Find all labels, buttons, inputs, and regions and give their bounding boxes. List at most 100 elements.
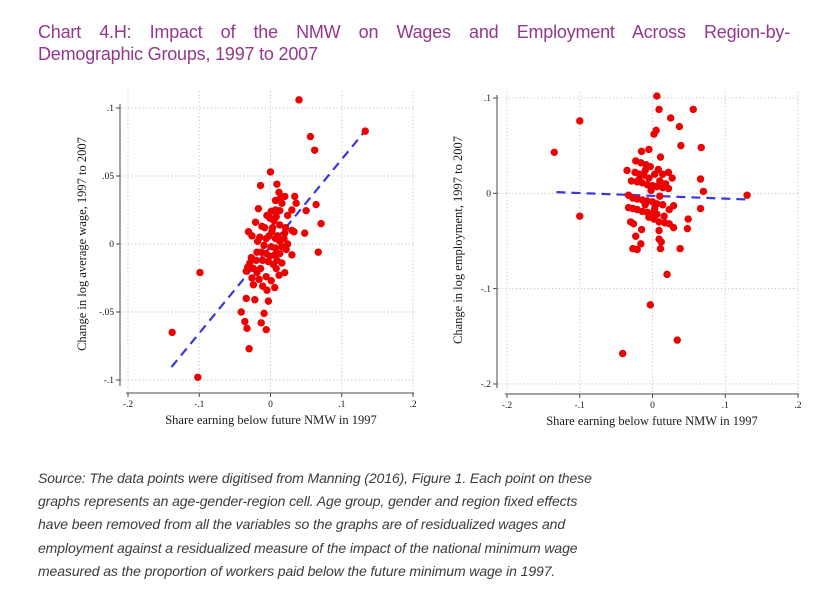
- scatter-point: [668, 174, 676, 182]
- scatter-point: [266, 252, 274, 260]
- scatter-point: [253, 237, 262, 245]
- y-tick-label: .1: [484, 94, 491, 104]
- scatter-point: [653, 182, 661, 191]
- scatter-point: [627, 177, 636, 185]
- scatter-point: [276, 249, 284, 258]
- scatter-point: [260, 241, 268, 250]
- scatter-point: [306, 132, 315, 141]
- scatter-point: [256, 181, 265, 190]
- scatter-point: [314, 248, 322, 256]
- scatter-point: [629, 220, 638, 228]
- scatter-point: [689, 105, 697, 114]
- scatter-point: [361, 127, 369, 135]
- y-axis-title: Change in log average wage, 1997 to 2007: [75, 137, 89, 351]
- scatter-point: [656, 153, 665, 161]
- scatter-point: [655, 105, 663, 114]
- source-note-line: have been removed from all the variables…: [38, 516, 566, 533]
- y-tick-label: -.1: [481, 285, 492, 295]
- scatter-point: [301, 229, 309, 237]
- scatter-point: [632, 232, 640, 240]
- chart-title-line2: Demographic Groups, 1997 to 2007: [38, 43, 318, 64]
- scatter-point: [650, 170, 659, 178]
- source-note-line: employment against a residualized measur…: [38, 539, 578, 556]
- scatter-point: [283, 211, 292, 220]
- scatter-point: [243, 324, 251, 333]
- scatter-point: [669, 223, 678, 232]
- scatter-point: [271, 244, 280, 252]
- scatter-point: [288, 251, 296, 259]
- source-note-line: measured as the proportion of workers pa…: [38, 562, 556, 579]
- x-tick-label: -.2: [502, 401, 513, 411]
- scatter-point: [280, 234, 288, 243]
- scatter-point: [650, 204, 659, 213]
- scatter-point: [699, 187, 708, 196]
- scatter-point: [194, 373, 202, 381]
- scatter-point: [196, 268, 204, 277]
- scatter-point: [258, 256, 267, 265]
- scatter-point: [260, 309, 268, 318]
- scatter-point: [295, 96, 303, 104]
- scatter-point: [248, 274, 256, 282]
- x-tick-label: .1: [338, 400, 345, 410]
- scatter-point: [302, 206, 310, 215]
- x-tick-label: .2: [409, 400, 416, 410]
- x-tick-label: 0: [650, 401, 655, 411]
- scatter-point: [261, 223, 269, 232]
- x-tick-label: -.1: [575, 401, 586, 411]
- scatter-point: [262, 325, 270, 334]
- source-note-line: graphs represents an age-gender-region c…: [38, 493, 578, 510]
- scatter-point: [550, 148, 558, 157]
- scatter-point: [647, 186, 655, 195]
- scatter-point: [281, 229, 289, 237]
- y-tick-label: -.2: [481, 380, 492, 390]
- scatter-point: [288, 206, 296, 214]
- scatter-plot-wages: .1 .05 0 -.05 -.1 -.2 -.1 0 .1 .2 Share earning be…: [75, 91, 417, 427]
- scatter-point: [684, 215, 692, 223]
- scatter-point: [292, 199, 300, 207]
- scatter-point: [673, 336, 681, 344]
- scatter-point: [281, 223, 290, 232]
- scatter-point: [743, 191, 751, 199]
- scatter-point: [251, 218, 260, 226]
- scatter-point: [266, 168, 275, 176]
- scatter-point: [263, 286, 271, 294]
- scatter-point: [253, 268, 261, 277]
- scatter-point: [669, 201, 678, 210]
- scatter-point: [268, 223, 277, 232]
- scatter-point: [242, 294, 250, 303]
- scatter-point: [637, 240, 645, 248]
- scatter-point: [275, 188, 283, 197]
- scatter-point: [697, 143, 705, 152]
- scatter-point: [663, 270, 671, 279]
- x-tick-label: -.1: [194, 400, 205, 410]
- scatter-point: [646, 162, 655, 171]
- scatter-point: [657, 238, 665, 246]
- scatter-point: [645, 145, 653, 154]
- scatter-point: [273, 180, 281, 188]
- scatter-point: [637, 147, 646, 156]
- scatter-point: [248, 232, 256, 240]
- scatter-point: [271, 283, 279, 292]
- scatter-point: [696, 204, 705, 213]
- scatter-point: [267, 277, 275, 285]
- chart-title: Chart 4.H: Impact of the NMW on Wages an…: [38, 22, 790, 65]
- scatter-point: [254, 204, 263, 213]
- x-axis-title: Share earning below future NMW in 1997: [546, 414, 758, 428]
- x-tick-label: .2: [794, 401, 801, 411]
- scatter-point: [641, 166, 649, 175]
- scatter-point: [656, 244, 665, 253]
- scatter-point: [676, 244, 684, 253]
- scatter-point: [618, 349, 627, 358]
- scatter-point: [655, 218, 663, 226]
- scatter-point: [278, 199, 286, 207]
- scatter-point: [310, 146, 319, 154]
- y-axis-title: Change in log employment, 1997 to 2007: [451, 136, 465, 344]
- scatter-point: [237, 308, 245, 316]
- scatter-point: [576, 212, 584, 220]
- scatter-point: [653, 92, 661, 100]
- x-axis-title: Share earning below future NMW in 1997: [165, 413, 377, 427]
- scatter-point: [655, 226, 663, 235]
- scatter-point: [645, 174, 653, 182]
- scatter-point: [637, 225, 646, 234]
